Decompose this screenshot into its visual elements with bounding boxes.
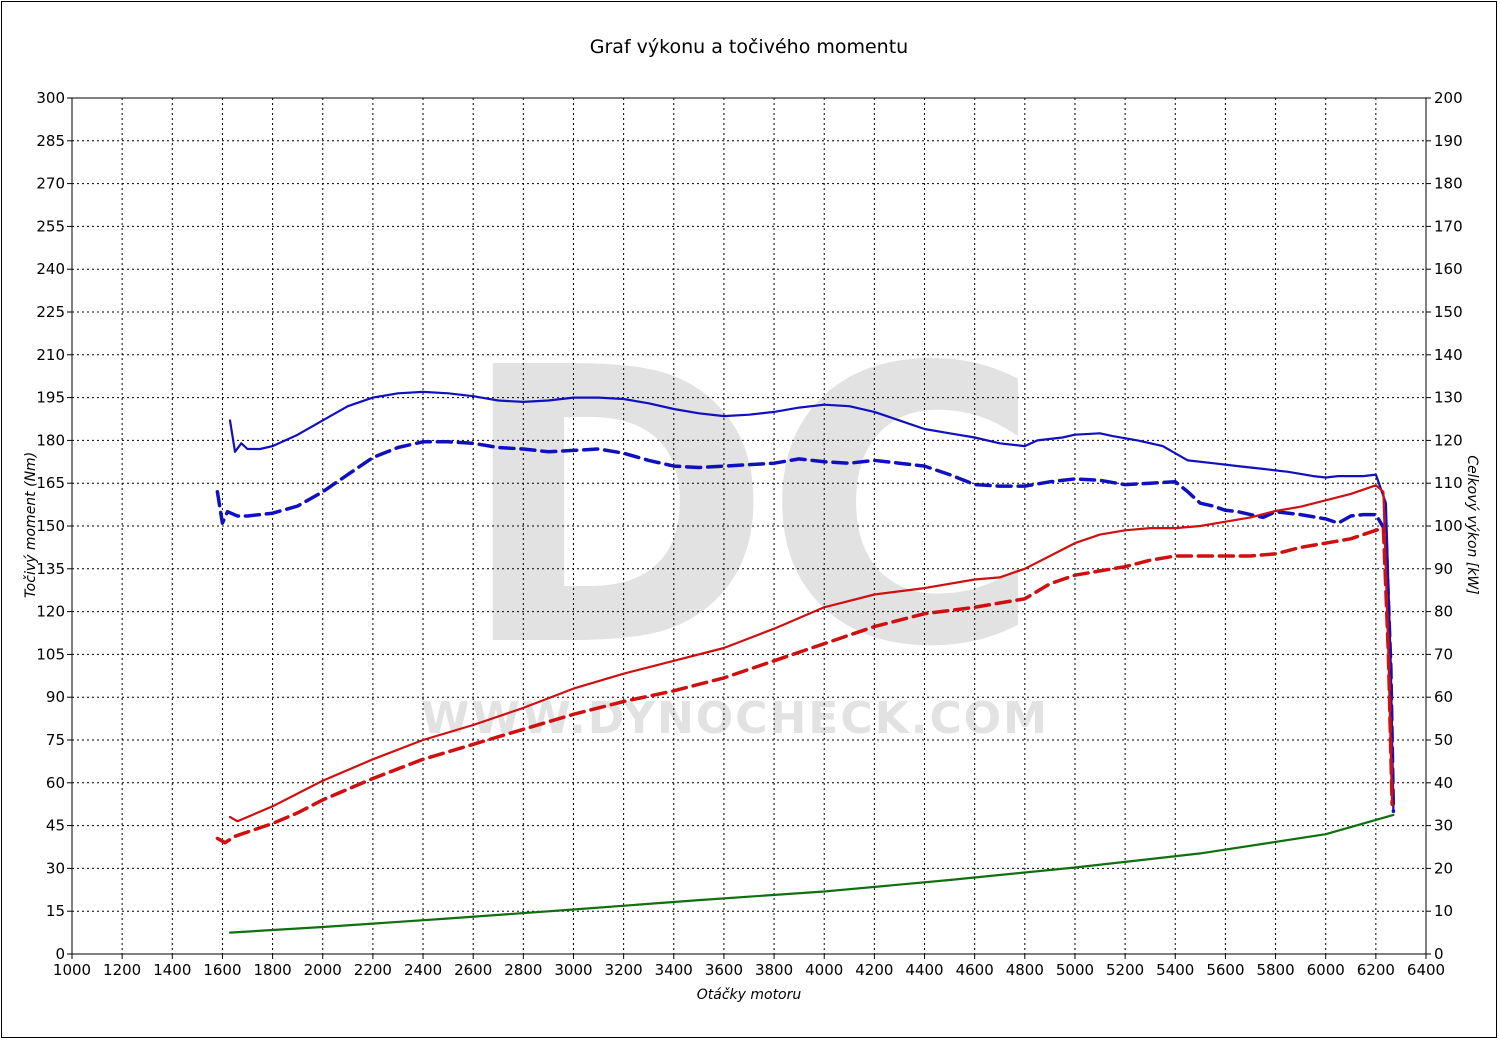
x-tick-label: 3400 [655,961,693,979]
x-tick-label: 2200 [354,961,392,979]
x-tick-label: 3200 [605,961,643,979]
series-line-4 [215,526,1394,845]
x-tick-label: 4000 [805,961,843,979]
x-tick-label: 3000 [554,961,592,979]
series-line-5 [228,813,1395,934]
y-right-tick-label: 70 [1434,645,1453,663]
x-tick-label: 5600 [1206,961,1244,979]
x-tick-label: 3600 [705,961,743,979]
y-right-tick-label: 190 [1434,132,1463,150]
y-left-tick-label: 270 [36,175,65,193]
x-axis-label: Otáčky motoru [697,987,802,1003]
y-right-tick-label: 160 [1434,260,1463,278]
x-tick-label: 4400 [905,961,943,979]
x-tick-label: 5200 [1106,961,1144,979]
x-tick-label: 5000 [1056,961,1094,979]
y-right-tick-label: 40 [1434,774,1453,792]
y-right-tick-label: 80 [1434,603,1453,621]
x-tick-label: 4600 [956,961,994,979]
grid [72,98,1427,954]
y-right-tick-label: 120 [1434,431,1463,449]
x-tick-label: 1600 [203,961,241,979]
x-tick-label: 6400 [1407,961,1445,979]
y-left-tick-label: 285 [36,132,65,150]
x-tick-label: 3800 [755,961,793,979]
y-right-tick-label: 110 [1434,474,1463,492]
y-right-tick-label: 170 [1434,217,1463,235]
y-right-tick-label: 10 [1434,902,1453,920]
x-tick-label: 1200 [103,961,141,979]
y-left-tick-label: 225 [36,303,65,321]
y-left-tick-label: 195 [36,389,65,407]
x-tick-label: 1000 [53,961,91,979]
x-tick-label: 6200 [1357,961,1395,979]
y-left-tick-label: 150 [36,517,65,535]
x-tick-label: 1400 [153,961,191,979]
x-tick-label: 2800 [504,961,542,979]
watermark-logo: DC [458,287,1032,730]
y-left-axis-ticks: 0 15 30 45 60 75 90 105 120 135 150 165 180 195 210 225… [36,89,72,963]
y-right-tick-label: 30 [1434,817,1453,835]
x-tick-label: 1800 [253,961,291,979]
x-tick-label: 4200 [855,961,893,979]
x-tick-label: 4800 [1006,961,1044,979]
y-right-tick-label: 200 [1434,89,1463,107]
x-tick-label: 2600 [454,961,492,979]
y-left-tick-label: 45 [46,817,65,835]
y-right-tick-label: 180 [1434,175,1463,193]
watermark-text: WWW.DYNOCHECK.COM [421,693,1049,744]
y-left-tick-label: 240 [36,260,65,278]
x-tick-label: 5800 [1256,961,1294,979]
y-left-tick-label: 75 [46,731,65,749]
y-left-tick-label: 15 [46,902,65,920]
series-line-3 [228,484,1394,823]
y-left-tick-label: 120 [36,603,65,621]
y-left-tick-label: 255 [36,217,65,235]
y-left-tick-label: 135 [36,560,65,578]
y-left-tick-label: 165 [36,474,65,492]
y-right-tick-label: 130 [1434,389,1463,407]
y-right-tick-label: 20 [1434,859,1453,877]
y-left-tick-label: 90 [46,688,65,706]
y-right-tick-label: 0 [1434,945,1444,963]
y-left-tick-label: 180 [36,431,65,449]
x-tick-label: 6000 [1307,961,1345,979]
chart-title: Graf výkonu a točivého momentu [590,36,908,58]
y-right-tick-label: 50 [1434,731,1453,749]
x-tick-label: 5400 [1156,961,1194,979]
y-right-tick-label: 60 [1434,688,1453,706]
x-tick-label: 2000 [304,961,342,979]
series-line-2 [215,440,1396,814]
y-right-tick-label: 140 [1434,346,1463,364]
y-left-tick-label: 105 [36,645,65,663]
y-left-tick-label: 210 [36,346,65,364]
y-left-tick-label: 30 [46,859,65,877]
y-left-tick-label: 300 [36,89,65,107]
y-left-tick-label: 0 [55,945,65,963]
y-right-tick-label: 90 [1434,560,1453,578]
y-right-axis-ticks: 0 10 20 30 40 50 60 70 80 90 100 110 120 130 140 150 160… [1426,89,1463,963]
x-tick-label: 2400 [404,961,442,979]
x-axis-ticks: 1000 1200 1400 1600 1800 2000 2200 2400 2600 2800… [53,954,1445,979]
y-left-tick-label: 60 [46,774,65,792]
y-right-tick-label: 150 [1434,303,1463,321]
watermark: DC WWW.DYNOCHECK.COM [421,287,1049,744]
y-right-tick-label: 100 [1434,517,1463,535]
y-right-axis-label: Celkový výkon [kW] [1464,455,1480,594]
series-line-1 [228,390,1395,813]
y-left-axis-label: Točivý moment (Nm) [23,452,39,598]
series-group [215,390,1396,934]
